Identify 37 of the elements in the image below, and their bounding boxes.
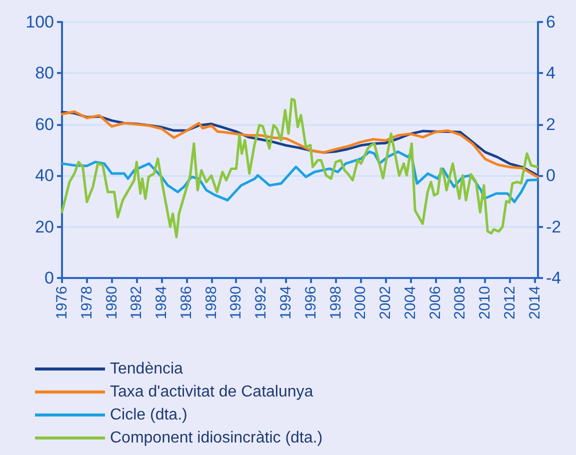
x-tick-label: 2002 xyxy=(377,286,394,320)
legend-label: Component idiosincràtic (dta.) xyxy=(110,430,323,446)
x-tick-label: 1992 xyxy=(252,286,270,320)
legend-label: Taxa d'activitat de Catalunya xyxy=(110,384,314,400)
y-tick-label: 100 xyxy=(26,12,54,32)
y2-tick-label: -2 xyxy=(546,217,562,236)
x-tick-label: 2006 xyxy=(426,286,444,320)
y2-tick-label: 0 xyxy=(546,166,556,186)
x-tick-label: 1986 xyxy=(178,286,195,320)
y2-tick-label: 4 xyxy=(546,64,556,83)
line-series xyxy=(60,98,538,238)
x-tick-label: 1980 xyxy=(103,286,120,320)
y-tick-label: 0 xyxy=(44,268,54,288)
y-tick-label: 40 xyxy=(35,166,54,186)
x-tick-label: 1982 xyxy=(128,286,146,320)
y-tick-label: 60 xyxy=(35,114,54,134)
x-tick-label: 2010 xyxy=(476,286,494,320)
x-tick-label: 1990 xyxy=(228,286,245,320)
y-tick-label: 80 xyxy=(35,64,54,83)
x-tick-label: 1994 xyxy=(278,286,294,320)
x-tick-label: 2000 xyxy=(352,286,370,320)
x-tick-label: 1984 xyxy=(153,286,170,320)
x-tick-label: 1996 xyxy=(302,286,320,320)
y2-tick-label: 6 xyxy=(546,12,556,32)
x-tick-label: 1976 xyxy=(54,286,70,320)
legend-label: Cicle (dta.) xyxy=(110,406,188,424)
x-tick-label: 2004 xyxy=(402,286,419,320)
x-tick-label: 1998 xyxy=(327,286,344,320)
y2-tick-label: 2 xyxy=(546,114,556,134)
x-tick-label: 2008 xyxy=(452,286,469,320)
y2-tick-label: -4 xyxy=(546,268,562,288)
x-tick-label: 2014 xyxy=(526,286,544,320)
x-tick-label: 2012 xyxy=(502,286,518,320)
x-tick-label: 1978 xyxy=(78,286,96,320)
x-tick-label: 1988 xyxy=(202,286,220,320)
y-tick-label: 20 xyxy=(35,217,54,236)
legend-label: Tendència xyxy=(110,360,184,378)
